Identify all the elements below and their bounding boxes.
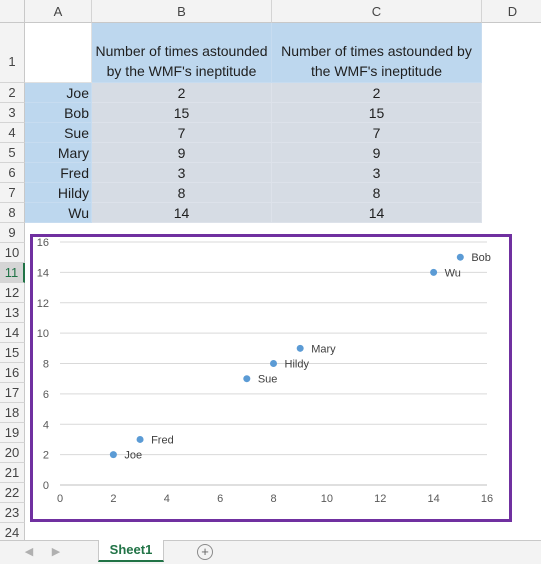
data-label: Joe xyxy=(124,450,142,462)
x-tick-label: 4 xyxy=(164,493,170,505)
name-cell[interactable]: Sue xyxy=(25,123,92,143)
row-header-10[interactable]: 10 xyxy=(0,243,25,263)
row-header-13[interactable]: 13 xyxy=(0,303,25,323)
y-tick-label: 12 xyxy=(37,298,49,310)
value-cell-b[interactable]: 9 xyxy=(92,143,272,163)
value-cell-c[interactable]: 8 xyxy=(272,183,482,203)
value-cell-c[interactable]: 7 xyxy=(272,123,482,143)
row-header-4[interactable]: 4 xyxy=(0,123,25,143)
x-tick-label: 2 xyxy=(110,493,116,505)
y-tick-label: 6 xyxy=(43,389,49,401)
row-header-5[interactable]: 5 xyxy=(0,143,25,163)
data-point xyxy=(243,375,251,383)
prev-sheet-icon[interactable]: ◀ xyxy=(24,546,34,558)
data-label: Sue xyxy=(258,374,278,386)
value-cell-c[interactable]: 15 xyxy=(272,103,482,123)
row-header-12[interactable]: 12 xyxy=(0,283,25,303)
sheet-tab-bar: ◀ ▶ Sheet1 + xyxy=(0,540,541,564)
row-header-20[interactable]: 20 xyxy=(0,443,25,463)
row-header-1[interactable]: 1 xyxy=(0,23,25,83)
spreadsheet-grid[interactable]: A B C D 1 2 3 4 5 6 7 8 9 10 11 12 13 14 15 16 17 18 19 20 2… xyxy=(0,0,541,540)
x-tick-label: 10 xyxy=(321,493,333,505)
header-text-c: Number of times astounded by the WMF's i… xyxy=(281,43,472,79)
chart-plot: 0 2 4 6 8 10 12 14 16 0 2 4 6 8 10 12 14 16 Joe Bob Sue Mary F… xyxy=(37,237,493,505)
name-cell[interactable]: Wu xyxy=(25,203,92,223)
data-label: Wu xyxy=(445,267,461,279)
row-header-24[interactable]: 24 xyxy=(0,523,25,540)
sheet-tab-sheet1[interactable]: Sheet1 xyxy=(98,540,164,562)
value-cell-b[interactable]: 3 xyxy=(92,163,272,183)
data-label: Bob xyxy=(471,252,491,264)
row-header-6[interactable]: 6 xyxy=(0,163,25,183)
y-tick-label: 4 xyxy=(43,419,49,431)
data-point xyxy=(109,451,117,459)
y-tick-label: 8 xyxy=(43,359,49,371)
name-cell[interactable]: Bob xyxy=(25,103,92,123)
value-cell-b[interactable]: 14 xyxy=(92,203,272,223)
column-header-a[interactable]: A xyxy=(25,0,92,23)
data-point xyxy=(456,253,464,261)
scatter-chart[interactable]: 0 2 4 6 8 10 12 14 16 0 2 4 6 8 10 12 14 16 Joe Bob Sue Mary F… xyxy=(30,234,512,522)
row-header-14[interactable]: 14 xyxy=(0,323,25,343)
add-sheet-icon[interactable]: + xyxy=(197,544,213,560)
data-label: Mary xyxy=(311,343,336,355)
x-tick-label: 12 xyxy=(374,493,386,505)
name-cell[interactable]: Mary xyxy=(25,143,92,163)
name-cell[interactable]: Fred xyxy=(25,163,92,183)
value-cell-c[interactable]: 9 xyxy=(272,143,482,163)
row-header-7[interactable]: 7 xyxy=(0,183,25,203)
y-tick-label: 10 xyxy=(37,328,49,340)
row-header-11[interactable]: 11 xyxy=(0,263,25,283)
data-point xyxy=(296,344,304,352)
row-header-3[interactable]: 3 xyxy=(0,103,25,123)
next-sheet-icon[interactable]: ▶ xyxy=(51,546,61,558)
header-cell-b1[interactable]: Number of times astounded by the WMF's i… xyxy=(92,23,272,83)
row-header-23[interactable]: 23 xyxy=(0,503,25,523)
header-text-b: Number of times astounded by the WMF's i… xyxy=(95,43,268,79)
data-label: Fred xyxy=(151,434,174,446)
value-cell-c[interactable]: 2 xyxy=(272,83,482,103)
x-tick-label: 14 xyxy=(428,493,440,505)
x-tick-label: 16 xyxy=(481,493,493,505)
column-header-d[interactable]: D xyxy=(482,0,541,23)
row-header-16[interactable]: 16 xyxy=(0,363,25,383)
row-header-21[interactable]: 21 xyxy=(0,463,25,483)
value-cell-c[interactable]: 3 xyxy=(272,163,482,183)
data-point xyxy=(270,360,277,367)
x-tick-label: 6 xyxy=(217,493,223,505)
y-tick-label: 14 xyxy=(37,267,49,279)
value-cell-c[interactable]: 14 xyxy=(272,203,482,223)
x-tick-label: 8 xyxy=(270,493,276,505)
row-header-18[interactable]: 18 xyxy=(0,403,25,423)
value-cell-b[interactable]: 7 xyxy=(92,123,272,143)
select-all-corner[interactable] xyxy=(0,0,25,23)
row-header-17[interactable]: 17 xyxy=(0,383,25,403)
header-cell-c1[interactable]: Number of times astounded by the WMF's i… xyxy=(272,23,482,83)
value-cell-b[interactable]: 8 xyxy=(92,183,272,203)
y-tick-label: 16 xyxy=(37,237,49,249)
data-point xyxy=(136,435,144,443)
value-cell-b[interactable]: 15 xyxy=(92,103,272,123)
row-header-8[interactable]: 8 xyxy=(0,203,25,223)
data-label: Hildy xyxy=(285,359,310,371)
y-tick-label: 2 xyxy=(43,450,49,462)
row-header-19[interactable]: 19 xyxy=(0,423,25,443)
column-header-b[interactable]: B xyxy=(92,0,272,23)
data-point xyxy=(430,268,438,276)
value-cell-b[interactable]: 2 xyxy=(92,83,272,103)
cell-a1[interactable] xyxy=(25,23,92,83)
row-header-9[interactable]: 9 xyxy=(0,223,25,243)
row-header-2[interactable]: 2 xyxy=(0,83,25,103)
y-tick-label: 0 xyxy=(43,480,49,492)
column-header-c[interactable]: C xyxy=(272,0,482,23)
name-cell[interactable]: Joe xyxy=(25,83,92,103)
x-tick-label: 0 xyxy=(57,493,63,505)
name-cell[interactable]: Hildy xyxy=(25,183,92,203)
row-header-22[interactable]: 22 xyxy=(0,483,25,503)
row-header-15[interactable]: 15 xyxy=(0,343,25,363)
